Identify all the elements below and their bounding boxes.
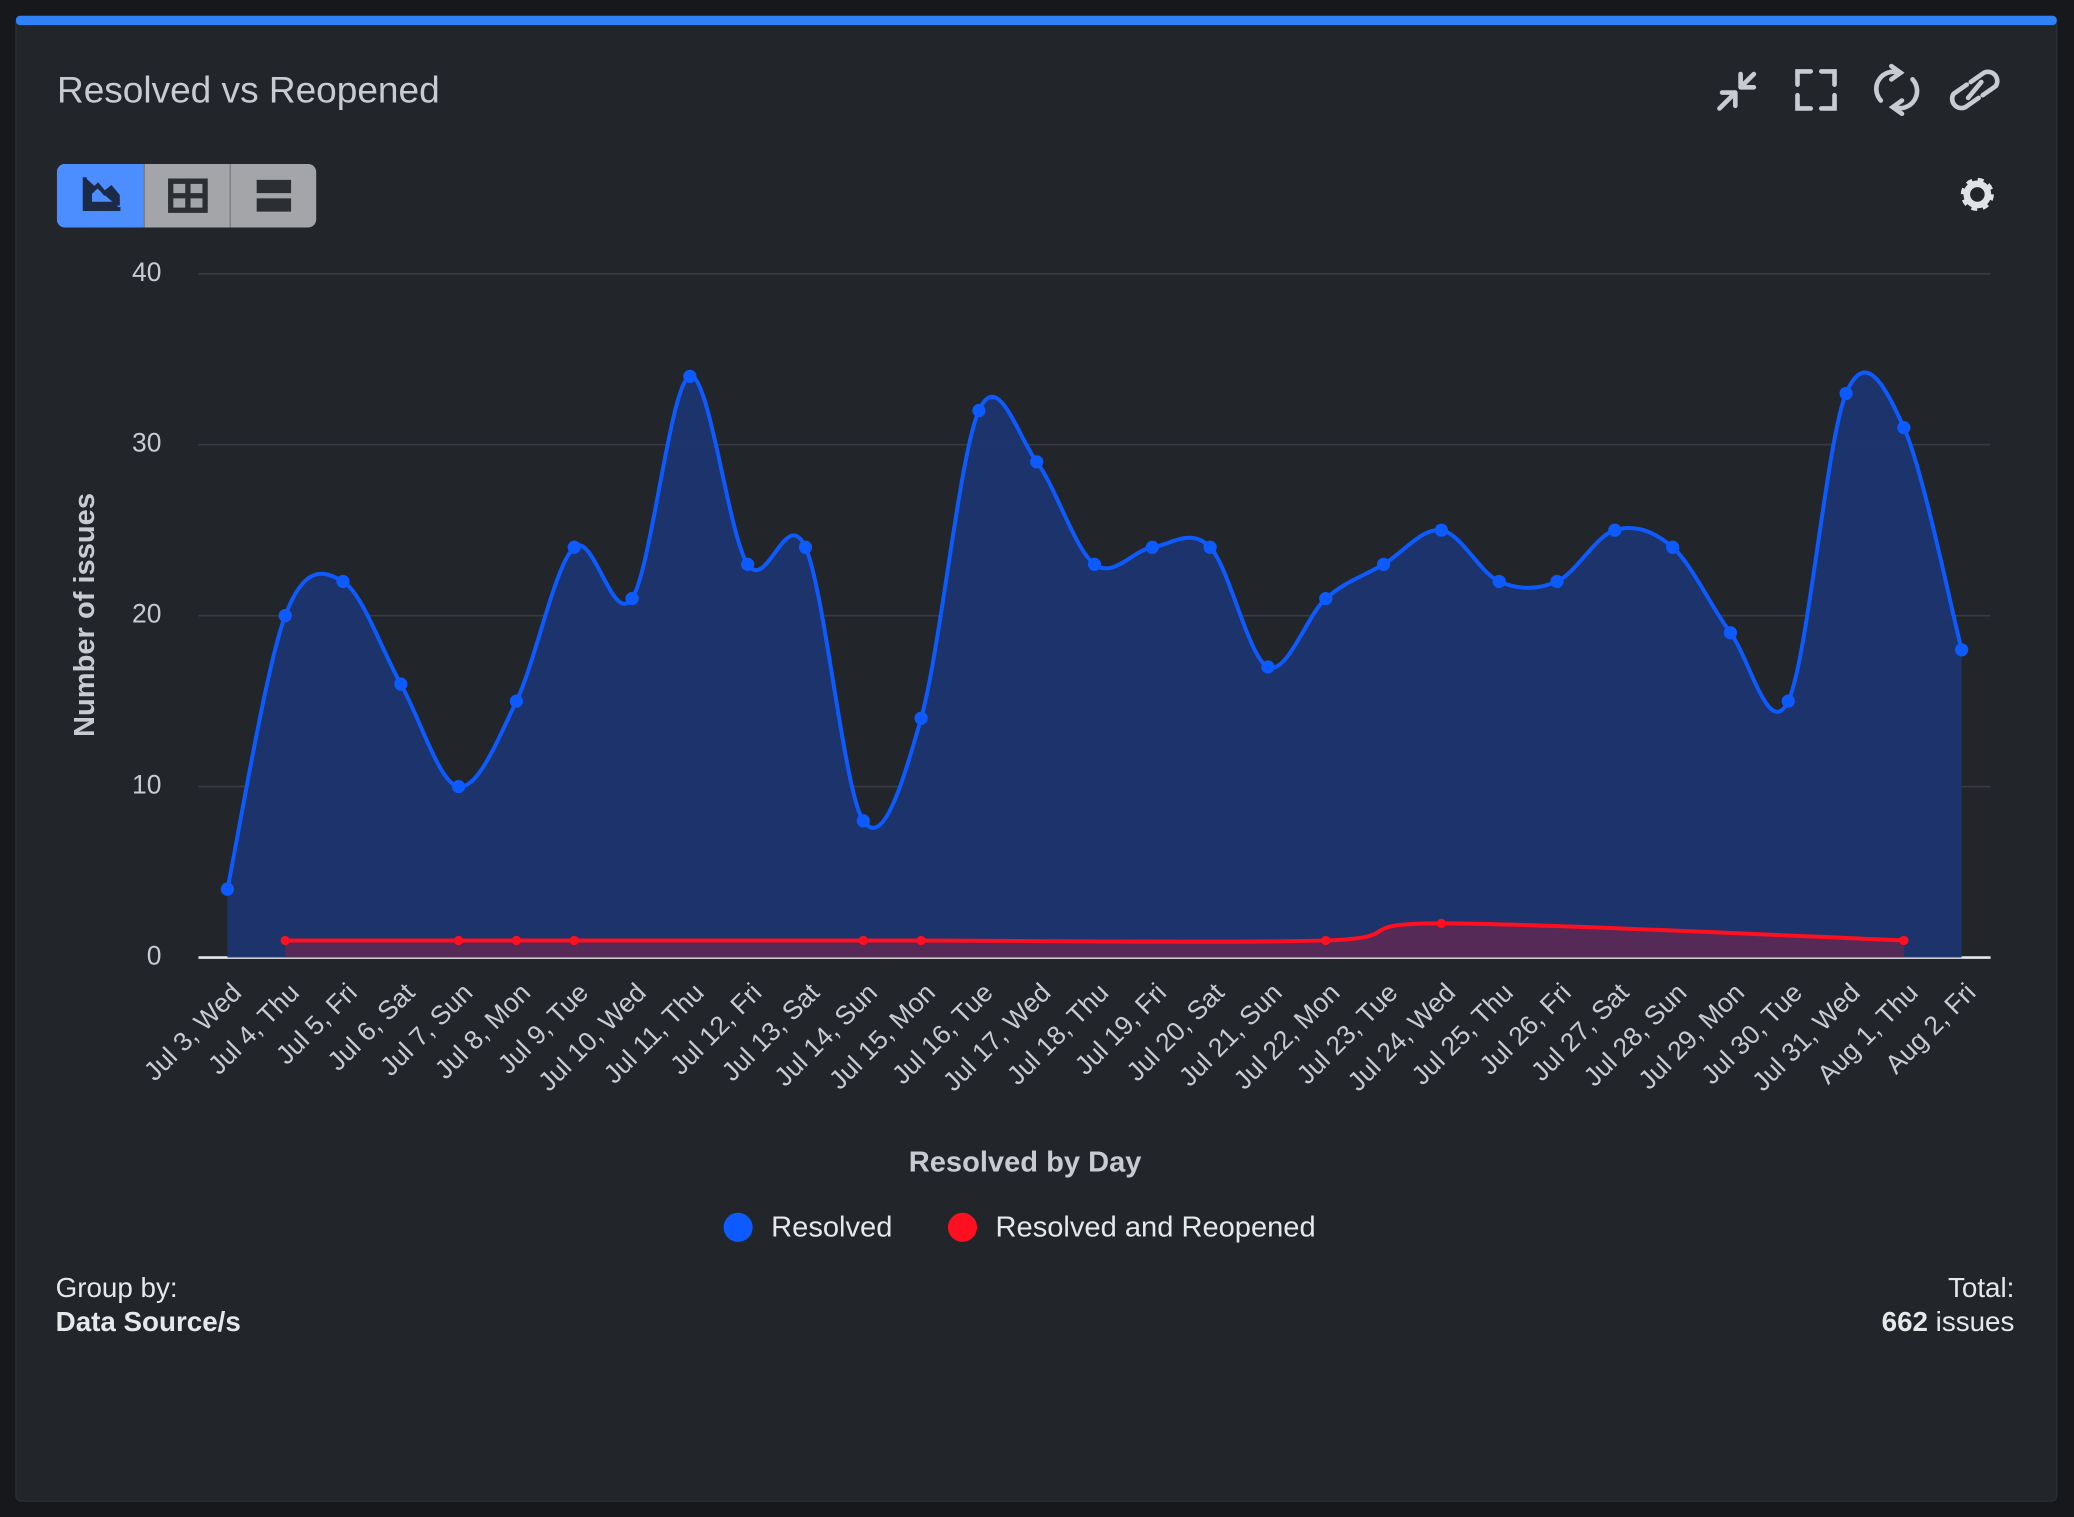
data-point <box>1666 540 1680 554</box>
data-point <box>1030 455 1044 469</box>
data-point <box>741 557 755 571</box>
total-unit: issues <box>1936 1306 2015 1337</box>
data-point <box>1955 643 1969 657</box>
data-point <box>858 935 868 946</box>
data-point <box>1723 626 1738 640</box>
settings-icon[interactable] <box>1960 177 1994 211</box>
data-point <box>278 609 292 623</box>
data-point <box>1899 935 1909 946</box>
total-label: Total: <box>1948 1272 2014 1303</box>
data-point <box>972 403 986 418</box>
data-point <box>1261 660 1275 674</box>
data-point <box>1319 591 1333 606</box>
data-point <box>394 677 408 691</box>
data-point <box>1839 386 1853 401</box>
legend-marker <box>947 1212 978 1242</box>
data-point <box>1376 557 1391 571</box>
data-point <box>453 935 464 946</box>
y-axis-title: Number of issues <box>69 493 101 737</box>
data-point <box>1321 935 1331 946</box>
legend-label[interactable]: Resolved <box>771 1211 892 1243</box>
area-fill <box>285 923 1904 958</box>
top-bar <box>15 15 2057 26</box>
data-point <box>280 935 290 946</box>
data-point <box>625 591 639 606</box>
collapse-icon[interactable] <box>1717 71 1757 111</box>
data-point <box>1781 694 1795 708</box>
data-point <box>914 711 928 725</box>
y-tick-label: 20 <box>132 599 161 629</box>
x-axis-title: Resolved by Day <box>909 1147 1143 1179</box>
data-point <box>569 935 579 946</box>
data-point <box>1145 540 1159 554</box>
data-point <box>220 882 235 896</box>
total-count: 662 <box>1882 1306 1928 1337</box>
data-point <box>1436 918 1447 928</box>
y-tick-label: 30 <box>132 428 161 458</box>
group-by-value: Data Source/s <box>56 1306 241 1337</box>
data-point <box>798 540 813 554</box>
link-icon[interactable] <box>1949 69 2000 111</box>
data-point <box>509 694 524 708</box>
chart-view-button[interactable] <box>56 164 145 228</box>
total: 662 issues <box>1882 1306 2015 1337</box>
y-tick-label: 0 <box>147 941 162 971</box>
area-fill <box>227 372 1962 958</box>
view-toggle <box>56 164 317 228</box>
data-point <box>1550 574 1564 589</box>
data-point <box>452 779 466 794</box>
data-point <box>1897 421 1911 435</box>
data-point <box>511 935 522 946</box>
data-point <box>1492 574 1506 589</box>
data-point <box>336 574 350 589</box>
y-tick-label: 40 <box>132 257 161 287</box>
y-tick-label: 10 <box>132 770 161 800</box>
legend-label[interactable]: Resolved and Reopened <box>996 1211 1316 1243</box>
data-point <box>567 540 581 554</box>
fullscreen-icon[interactable] <box>1795 69 1837 111</box>
group-by-label: Group by: <box>56 1272 178 1303</box>
data-point <box>856 814 870 828</box>
data-point <box>1087 557 1102 571</box>
table-icon <box>168 178 208 213</box>
data-point <box>1434 523 1449 537</box>
list-icon <box>256 179 292 212</box>
data-point <box>1608 523 1622 537</box>
legend-marker <box>723 1212 753 1242</box>
title: Resolved vs Reopened <box>57 68 440 110</box>
chart-icon <box>82 177 121 211</box>
data-point <box>1203 540 1217 554</box>
data-point <box>683 369 697 383</box>
data-point <box>916 935 926 946</box>
refresh-icon[interactable] <box>1874 63 1920 117</box>
